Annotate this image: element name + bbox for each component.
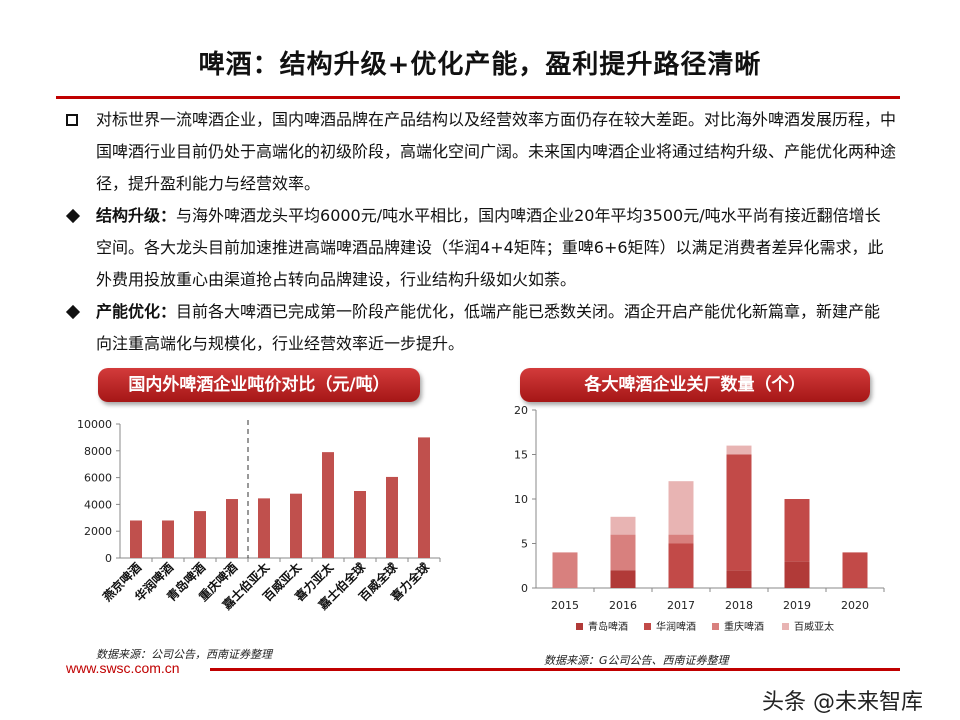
stacked-bar-segment — [726, 445, 752, 455]
bullet-item: 结构升级：与海外啤酒龙头平均6000元/吨水平相比，国内啤酒企业20年平均350… — [65, 200, 896, 296]
legend-label: 华润啤酒 — [656, 620, 696, 633]
bullet-item: 对标世界一流啤酒企业，国内啤酒品牌在产品结构以及经营效率方面仍存在较大差距。对比… — [66, 104, 896, 200]
stacked-bar-segment — [552, 552, 578, 588]
bar — [418, 437, 430, 558]
legend-label: 百威亚太 — [794, 620, 834, 633]
legend-swatch — [782, 623, 789, 630]
y-tick-label: 2000 — [84, 525, 112, 538]
x-tick-label: 2017 — [667, 599, 695, 612]
right-chart-header: 各大啤酒企业关厂数量（个） — [520, 368, 870, 402]
y-tick-label: 0 — [521, 582, 528, 595]
bar — [322, 452, 334, 558]
stacked-bar-segment — [726, 570, 752, 588]
bullet-item: 产能优化：目前各大啤酒已完成第一阶段产能优化，低端产能已悉数关闭。酒企开启产能优… — [65, 296, 896, 360]
y-tick-label: 4000 — [84, 498, 112, 511]
x-tick-label: 2020 — [841, 599, 869, 612]
stacked-bar-segment — [610, 516, 636, 535]
left-chart-source: 数据来源：公司公告，西南证券整理 — [96, 648, 272, 661]
legend-label: 青岛啤酒 — [588, 620, 628, 633]
legend-swatch — [712, 623, 719, 630]
stacked-bar-segment — [668, 481, 694, 535]
footer-rule — [210, 668, 900, 671]
stacked-bar-segment — [610, 534, 636, 571]
title-rule — [56, 96, 900, 99]
left-chart-header: 国内外啤酒企业吨价对比（元/吨） — [98, 368, 420, 402]
page-title: 啤酒：结构升级+优化产能，盈利提升路径清晰 — [198, 50, 762, 80]
y-tick-label: 10000 — [77, 418, 112, 431]
bar — [162, 520, 174, 558]
x-tick-label: 2018 — [725, 599, 753, 612]
legend-swatch — [576, 623, 583, 630]
y-tick-label: 8000 — [84, 445, 112, 458]
bar — [258, 498, 270, 558]
x-tick-label: 2015 — [551, 599, 579, 612]
stacked-bar-segment — [668, 543, 694, 588]
x-tick-label: 2016 — [609, 599, 637, 612]
y-tick-label: 6000 — [84, 472, 112, 485]
bar — [194, 511, 206, 558]
x-tick-label: 2019 — [783, 599, 811, 612]
y-tick-label: 10 — [514, 493, 528, 506]
y-tick-label: 5 — [521, 538, 528, 551]
bar — [354, 491, 366, 558]
stacked-bar-segment — [784, 499, 810, 562]
bullet-lead: 结构升级： — [96, 206, 177, 225]
square-bullet-icon — [66, 114, 78, 126]
bullet-text: 目前各大啤酒已完成第一阶段产能优化，低端产能已悉数关闭。酒企开启产能优化新篇章，… — [96, 302, 881, 353]
stacked-bar-segment — [726, 454, 752, 571]
stacked-bar-segment — [668, 534, 694, 544]
bullet-text: 与海外啤酒龙头平均6000元/吨水平相比，国内啤酒企业20年平均3500元/吨水… — [96, 206, 884, 289]
bar — [290, 493, 302, 558]
bar — [386, 476, 398, 558]
bar — [130, 520, 142, 558]
watermark: 头条 @未来智库 — [762, 690, 923, 715]
stacked-bar-segment — [842, 552, 868, 588]
footer-url: www.swsc.com.cn — [66, 660, 180, 676]
bar — [226, 499, 238, 558]
bullet-text: 对标世界一流啤酒企业，国内啤酒品牌在产品结构以及经营效率方面仍存在较大差距。对比… — [96, 110, 897, 193]
y-tick-label: 15 — [514, 449, 528, 462]
bullet-list: 对标世界一流啤酒企业，国内啤酒品牌在产品结构以及经营效率方面仍存在较大差距。对比… — [65, 104, 896, 360]
right-chart-source: 数据来源：G公司公告、西南证券整理 — [544, 654, 729, 667]
y-tick-label: 0 — [105, 552, 112, 565]
stacked-bar-segment — [610, 570, 636, 588]
y-tick-label: 20 — [514, 404, 528, 417]
bullet-lead: 产能优化： — [96, 302, 177, 321]
legend-swatch — [644, 623, 651, 630]
stacked-bar-segment — [784, 561, 810, 588]
legend-label: 重庆啤酒 — [724, 620, 764, 633]
